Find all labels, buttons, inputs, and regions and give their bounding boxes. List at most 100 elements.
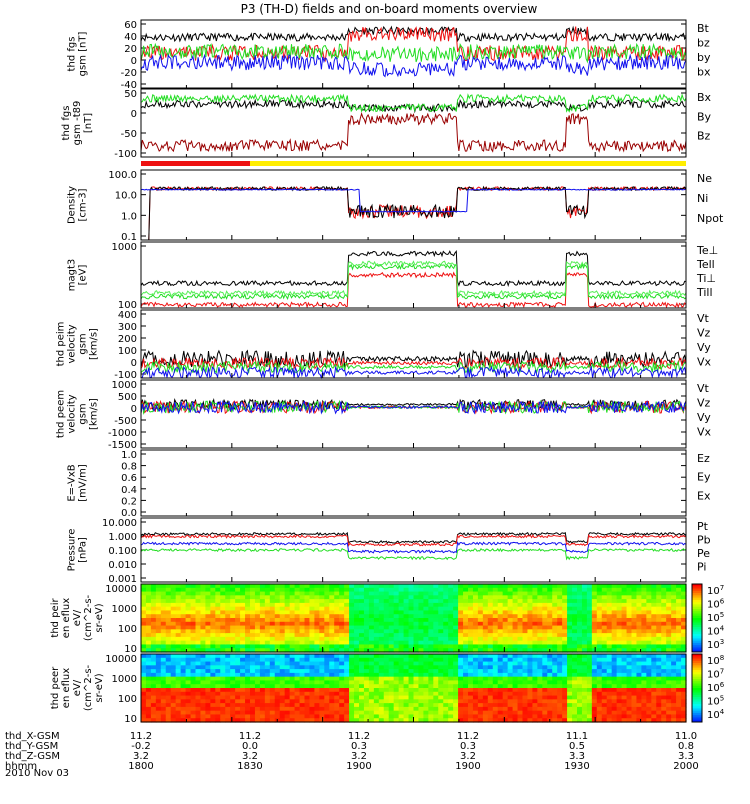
heatmap-cell <box>349 672 355 678</box>
colorbar-swatch <box>692 712 702 716</box>
colorbar-swatch <box>692 629 702 633</box>
heatmap-cell <box>661 669 667 674</box>
heatmap-cell <box>601 718 608 723</box>
ylabel-line: gsm <box>78 333 89 354</box>
heatmap-cell <box>215 621 221 627</box>
heatmap-cell <box>581 669 588 674</box>
heatmap-cell <box>274 688 281 693</box>
heatmap-cell <box>160 614 167 619</box>
heatmap-cell <box>423 669 429 674</box>
heatmap-cell <box>279 684 286 689</box>
heatmap-cell <box>349 718 355 723</box>
ytick-label: 100 <box>118 694 137 705</box>
heatmap-cell <box>641 672 647 678</box>
heatmap-cell <box>433 625 439 630</box>
heatmap-cell <box>304 610 311 615</box>
heatmap-cell <box>656 691 662 697</box>
heatmap-cell <box>363 625 370 630</box>
heatmap-cell <box>319 636 325 642</box>
heatmap-cell <box>324 672 330 678</box>
heatmap-cell <box>274 618 281 623</box>
heatmap-cell <box>309 644 315 649</box>
heatmap-cell <box>472 606 479 612</box>
heatmap-cell <box>170 684 177 689</box>
heatmap-cell <box>512 710 519 716</box>
heatmap-cell <box>641 706 647 712</box>
heatmap-cell <box>190 614 197 619</box>
heatmap-cell <box>309 669 315 674</box>
heatmap-cell <box>433 618 439 623</box>
heatmap-cell <box>334 648 340 653</box>
heatmap-cell <box>368 710 375 716</box>
heatmap-cell <box>245 599 251 604</box>
heatmap-cell <box>472 614 479 619</box>
heatmap-cell <box>591 676 598 682</box>
heatmap-cell <box>616 618 623 623</box>
heatmap-cell <box>205 680 211 685</box>
heatmap-cell <box>259 691 266 697</box>
heatmap-cell <box>458 614 464 619</box>
heatmap-cell <box>250 644 256 649</box>
ytick-label: 400 <box>118 310 137 321</box>
heatmap-cell <box>433 684 439 689</box>
ylabel-line: eV/ <box>72 609 83 626</box>
heatmap-cell <box>591 599 598 604</box>
heatmap-cell <box>190 595 197 600</box>
heatmap-cell <box>215 636 221 642</box>
heatmap-cell <box>641 629 647 634</box>
heatmap-cell <box>468 665 474 670</box>
heatmap-cell <box>572 680 578 685</box>
heatmap-cell <box>577 644 583 649</box>
heatmap-cell <box>349 684 355 689</box>
heatmap-cell <box>170 587 177 593</box>
heatmap-cell <box>344 657 350 663</box>
xaxis-value: 1900 <box>346 761 371 772</box>
heatmap-cell <box>180 688 187 693</box>
heatmap-cell <box>383 591 390 596</box>
heatmap-cell <box>165 633 172 638</box>
panel-ylabel: Pressure[nPa] <box>67 529 89 572</box>
heatmap-cell <box>532 640 538 646</box>
heatmap-cell <box>324 584 330 589</box>
heatmap-cell <box>661 661 667 666</box>
heatmap-cell <box>413 676 420 682</box>
heatmap-cell <box>368 602 375 608</box>
heatmap-cell <box>418 621 424 627</box>
heatmap-cell <box>408 684 415 689</box>
colorbar-swatch <box>692 627 702 630</box>
heatmap-cell <box>215 584 221 589</box>
heatmap-cell <box>205 602 211 608</box>
heatmap-cell <box>408 614 415 619</box>
heatmap-cell <box>388 595 395 600</box>
heatmap-cell <box>294 691 301 697</box>
heatmap-cell <box>552 680 558 685</box>
heatmap-cell <box>646 602 652 608</box>
heatmap-cell <box>591 680 598 685</box>
heatmap-cell <box>661 710 667 716</box>
heatmap-cell <box>418 695 424 700</box>
heatmap-cell <box>572 676 578 682</box>
heatmap-cell <box>591 706 598 712</box>
heatmap-cell <box>185 706 192 712</box>
heatmap-cell <box>145 640 152 646</box>
heatmap-cell <box>631 665 638 670</box>
heatmap-cell <box>666 688 672 693</box>
heatmap-cell <box>319 688 325 693</box>
colorbar-exp: 4 <box>720 625 725 633</box>
heatmap-cell <box>646 695 652 700</box>
heatmap-cell <box>611 606 618 612</box>
heatmap-cell <box>463 684 469 689</box>
heatmap-cell <box>621 665 628 670</box>
heatmap-cell <box>586 710 593 716</box>
heatmap-cell <box>245 614 251 619</box>
heatmap-cell <box>339 610 345 615</box>
heatmap-cell <box>581 591 588 596</box>
heatmap-cell <box>383 584 390 589</box>
heatmap-cell <box>631 703 638 708</box>
heatmap-cell <box>368 621 375 627</box>
heatmap-cell <box>507 706 514 712</box>
heatmap-cell <box>408 618 415 623</box>
heatmap-cell <box>368 587 375 593</box>
heatmap-cell <box>185 676 192 682</box>
heatmap-cell <box>398 602 405 608</box>
